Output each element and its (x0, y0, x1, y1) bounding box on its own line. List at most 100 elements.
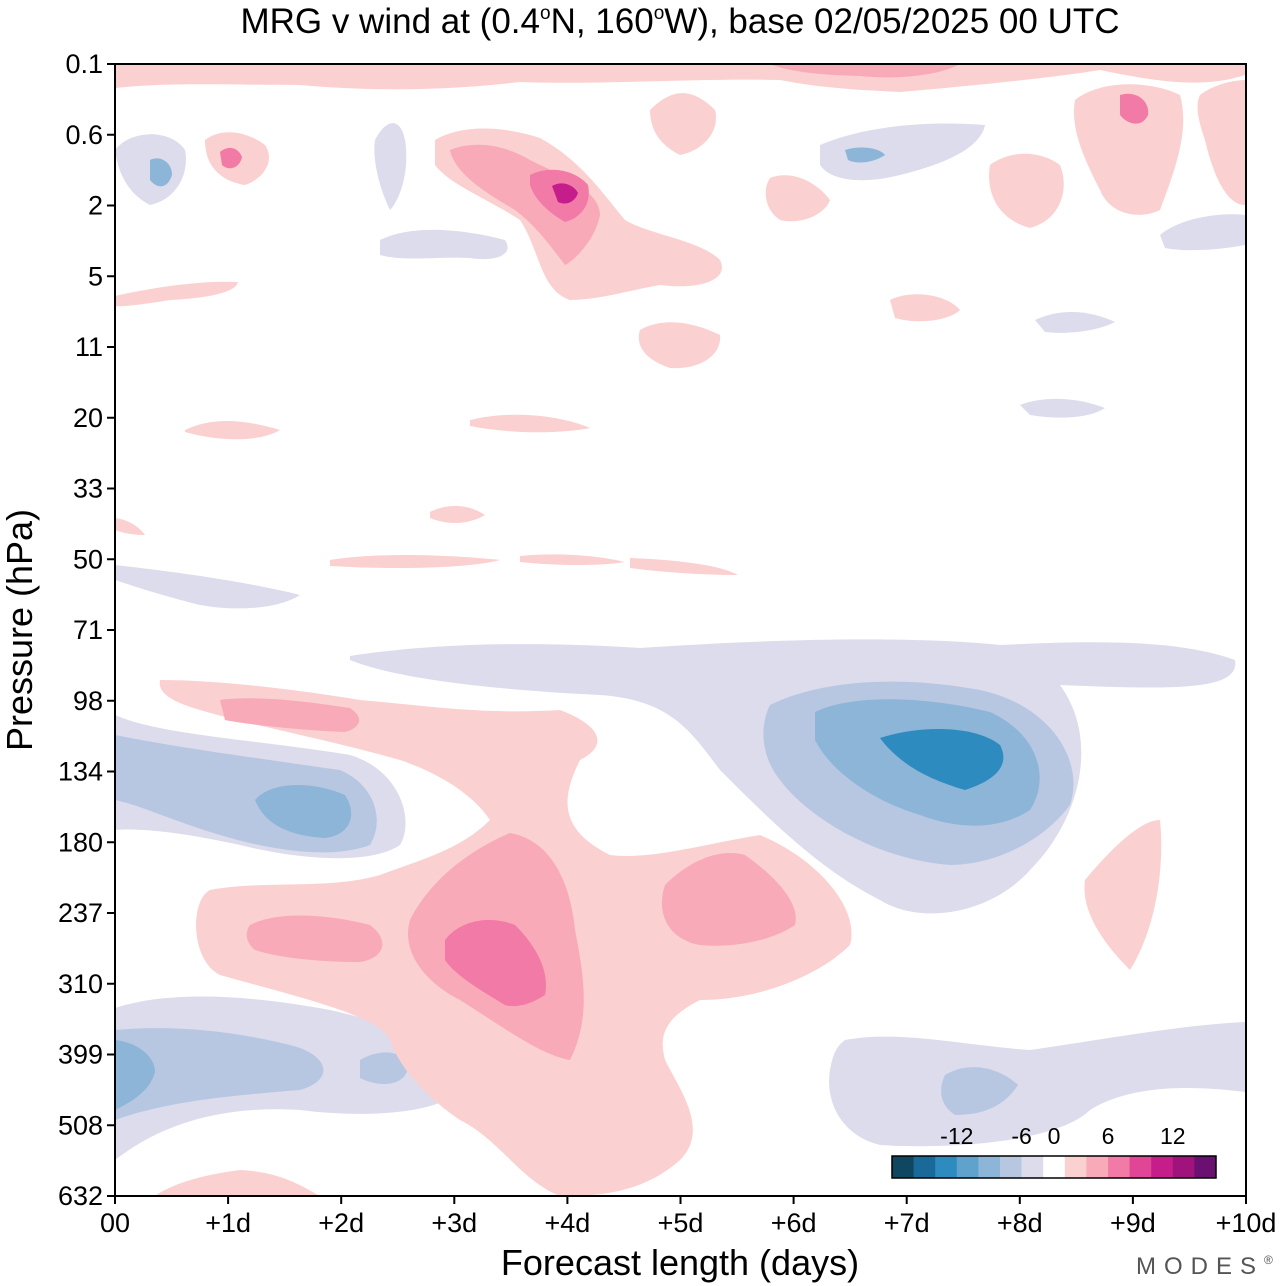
contour-strat-pos-a2 (220, 147, 242, 169)
colorbar-swatch (978, 1156, 1001, 1178)
contour-strat-pos-low (115, 281, 238, 307)
y-tick-label: 632 (58, 1181, 103, 1211)
colorbar-swatch (935, 1156, 958, 1178)
contour-strat-pos-b (765, 175, 830, 222)
colorbar-swatch (1021, 1156, 1044, 1178)
x-tick-label: +8d (997, 1208, 1043, 1238)
contour-strat-neg-b2 (845, 147, 885, 163)
y-tick-label: 98 (73, 686, 103, 716)
x-axis-title: Forecast length (days) (501, 1242, 859, 1283)
colorbar-label: -6 (1011, 1123, 1031, 1149)
brand-text: MODES (1136, 1253, 1264, 1280)
y-tick-label: 399 (58, 1040, 103, 1070)
colorbar-swatch (1064, 1156, 1087, 1178)
y-tick-label: 134 (58, 757, 103, 787)
contour-neg-lower-level3 (115, 1040, 155, 1110)
contour-neg-lower-right-level1 (829, 1022, 1245, 1147)
x-tick-label: +5d (658, 1208, 704, 1238)
contour-strat-pos-d2 (1120, 93, 1149, 124)
contour-strat-pos-top (115, 64, 1245, 92)
contour-thin-band-3 (630, 558, 738, 575)
brand-logo: MODES® (1136, 1253, 1273, 1280)
contour-strat-pos-e (1197, 80, 1245, 205)
colorbar-label: 0 (1048, 1123, 1061, 1149)
chart-title: MRG v wind at (0.4oN, 160oW), base 02/05… (240, 2, 1119, 41)
y-tick-label: 180 (58, 827, 103, 857)
y-axis: 0.1 0.6 2 5 11 20 33 50 71 98 134 180 237 310 399 508 63… (58, 49, 115, 1211)
colorbar-swatch (1108, 1156, 1131, 1178)
contour-strat-neg-e (1035, 311, 1115, 333)
contour-neg-lower-small (360, 1052, 408, 1084)
contour-strat-pos-d (1074, 84, 1184, 215)
x-tick-label: +9d (1110, 1208, 1156, 1238)
contour-thin-band-6 (430, 505, 485, 524)
colorbar-label: 12 (1160, 1123, 1186, 1149)
contour-thin-band-2 (520, 554, 625, 565)
y-tick-label: 237 (58, 898, 103, 928)
contour-strat-neg-f (1020, 398, 1105, 418)
colorbar-swatch (1043, 1156, 1066, 1178)
contour-strat-neg-c (380, 229, 508, 260)
contour-pos-right-level2 (661, 853, 796, 946)
colorbar-swatch (1129, 1156, 1152, 1178)
contour-pos-isolated (1084, 820, 1162, 970)
contour-strat-pos-f (650, 93, 716, 155)
contour-strat-neg-g (115, 565, 300, 609)
title-degree-1: o (540, 3, 551, 24)
contour-neg-band-level3 (255, 784, 352, 838)
y-tick-label: 310 (58, 969, 103, 999)
contour-strat-pos-mid (890, 294, 960, 322)
contour-field (115, 64, 1245, 1196)
colorbar-swatch (913, 1156, 936, 1178)
y-tick-label: 11 (75, 332, 103, 362)
colorbar: -12 -6 0 6 12 (891, 1123, 1217, 1179)
y-tick-label: 71 (73, 615, 103, 645)
x-tick-label: +7d (884, 1208, 930, 1238)
colorbar-swatch (892, 1156, 915, 1178)
colorbar-swatch (1194, 1156, 1217, 1178)
contour-pos-core-level3 (445, 920, 546, 1007)
contour-thin-band-4 (185, 421, 280, 440)
y-tick-label: 2 (88, 191, 103, 221)
y-axis-title: Pressure (hPa) (0, 509, 40, 751)
contour-neg-lower-right-level2 (941, 1067, 1018, 1115)
title-degree-2: o (654, 3, 665, 24)
x-axis: 00 +1d +2d +3d +4d +5d +6d +7d +8d +9d +10d (100, 1196, 1276, 1238)
contour-pos-left-level2 (246, 915, 383, 962)
title-part-3: W), base 02/05/2025 00 UTC (664, 2, 1119, 41)
contour-thin-band-5 (470, 414, 590, 433)
y-tick-label: 0.6 (65, 120, 103, 150)
contour-strat-neg-a2 (150, 158, 172, 187)
x-tick-label: +3d (431, 1208, 477, 1238)
colorbar-swatch (1172, 1156, 1195, 1178)
y-tick-label: 0.1 (65, 49, 103, 79)
contour-strat-pos-c (989, 153, 1064, 228)
x-tick-label: +6d (771, 1208, 817, 1238)
colorbar-swatch (1000, 1156, 1023, 1178)
contour-strat-neg-d (1160, 214, 1245, 251)
y-tick-label: 508 (58, 1110, 103, 1140)
colorbar-swatch (1086, 1156, 1109, 1178)
colorbar-swatch (1151, 1156, 1174, 1178)
y-tick-label: 33 (73, 474, 103, 504)
colorbar-swatch (956, 1156, 979, 1178)
contour-neg-lower-level2 (115, 1028, 324, 1120)
brand-registered-mark: ® (1264, 1253, 1273, 1267)
colorbar-label: -12 (940, 1123, 973, 1149)
contour-pos-bottom-left (155, 1170, 320, 1196)
y-tick-label: 5 (88, 261, 103, 291)
y-tick-label: 50 (73, 544, 103, 574)
contour-strat-pos-top2 (770, 64, 960, 78)
contour-strat-pos-level2 (450, 144, 600, 265)
contour-pos-band-level2 (220, 698, 360, 732)
x-tick-label: +10d (1216, 1208, 1277, 1238)
contour-neg-upper-trop-level4 (880, 728, 1004, 790)
contour-strat-pos-level4 (552, 183, 578, 204)
x-tick-label: +4d (544, 1208, 590, 1238)
contour-strat-pos-mid2 (638, 322, 721, 369)
x-tick-label: 00 (100, 1208, 130, 1238)
colorbar-label: 6 (1102, 1123, 1115, 1149)
colorbar-frame (891, 1155, 1217, 1179)
contour-thin-band-7 (115, 518, 145, 535)
